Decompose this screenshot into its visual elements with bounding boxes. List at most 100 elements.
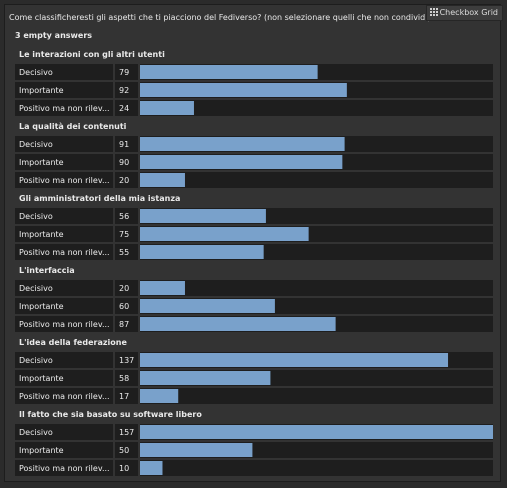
row-value: 56 [119, 212, 129, 221]
row-label: Importante [19, 302, 64, 311]
bar [140, 389, 179, 403]
row-label-cell [15, 460, 113, 476]
row-label-cell [15, 370, 113, 386]
bar [140, 281, 185, 295]
bar-track [140, 172, 493, 188]
row-value: 24 [119, 104, 129, 113]
bar [140, 461, 163, 475]
bar [140, 371, 271, 385]
bar [140, 137, 345, 151]
group-title: L'interfaccia [19, 266, 75, 275]
bar [140, 83, 347, 97]
row-label-cell [15, 244, 113, 260]
row-value: 75 [119, 230, 129, 239]
row-label-cell [15, 136, 113, 152]
row-label: Importante [19, 446, 64, 455]
row-value: 58 [119, 374, 129, 383]
row-label-cell [15, 82, 113, 98]
row-value: 87 [119, 320, 129, 329]
bar [140, 173, 185, 187]
row-value-cell [115, 442, 138, 458]
row-label-cell [15, 388, 113, 404]
row-value-cell [115, 280, 138, 296]
bar-track [140, 460, 493, 476]
row-value-cell [115, 100, 138, 116]
row-value-cell [115, 424, 138, 440]
row-value-cell [115, 352, 138, 368]
row-value: 17 [119, 392, 129, 401]
group-title: Il fatto che sia basato su software libe… [19, 410, 202, 419]
row-label: Positivo ma non rilev... [19, 464, 110, 473]
row-value-cell [115, 226, 138, 242]
row-label-cell [15, 154, 113, 170]
row-value-cell [115, 154, 138, 170]
row-value: 90 [119, 158, 129, 167]
bar-track [140, 388, 493, 404]
row-label: Positivo ma non rilev... [19, 176, 110, 185]
row-label: Importante [19, 230, 64, 239]
row-value: 79 [119, 68, 129, 77]
bar [140, 155, 343, 169]
empty-answers-note: 3 empty answers [15, 31, 93, 40]
row-value: 20 [119, 176, 129, 185]
row-value: 20 [119, 284, 129, 293]
bar [140, 101, 194, 115]
checkbox-grid-badge: Checkbox Grid [425, 5, 503, 21]
bar [140, 227, 309, 241]
bar [140, 443, 253, 457]
row-label: Positivo ma non rilev... [19, 392, 110, 401]
row-value: 55 [119, 248, 129, 257]
row-label-cell [15, 100, 113, 116]
row-label-cell [15, 226, 113, 242]
row-label: Positivo ma non rilev... [19, 248, 110, 257]
row-label-cell [15, 352, 113, 368]
row-label: Decisivo [19, 68, 53, 77]
bar [140, 317, 336, 331]
row-label-cell [15, 208, 113, 224]
bar-track [140, 280, 493, 296]
row-value: 10 [119, 464, 129, 473]
row-label-cell [15, 424, 113, 440]
bar [140, 65, 318, 79]
bar [140, 353, 449, 367]
row-value: 60 [119, 302, 129, 311]
row-value-cell [115, 316, 138, 332]
row-label-cell [15, 280, 113, 296]
row-value: 92 [119, 86, 129, 95]
row-value-cell [115, 82, 138, 98]
row-label: Importante [19, 158, 64, 167]
row-label-cell [15, 172, 113, 188]
row-label: Decisivo [19, 428, 53, 437]
group-title: Le interazioni con gli altri utenti [19, 50, 165, 59]
row-label: Decisivo [19, 212, 53, 221]
row-value-cell [115, 298, 138, 314]
row-value-cell [115, 388, 138, 404]
row-value: 137 [119, 356, 134, 365]
row-label-cell [15, 316, 113, 332]
bar [140, 209, 266, 223]
group-title: La qualità dei contenuti [19, 122, 127, 131]
row-label: Decisivo [19, 356, 53, 365]
badge-label: Checkbox Grid [439, 8, 498, 17]
group-title: Gli amministratori della mia istanza [19, 194, 180, 203]
question-title: Come classificheresti gli aspetti che ti… [9, 13, 431, 22]
bar [140, 299, 275, 313]
row-value-cell [115, 370, 138, 386]
row-value-cell [115, 244, 138, 260]
row-label: Positivo ma non rilev... [19, 104, 110, 113]
row-label-cell [15, 298, 113, 314]
row-label: Decisivo [19, 140, 53, 149]
row-label-cell [15, 64, 113, 80]
row-value-cell [115, 208, 138, 224]
row-value: 50 [119, 446, 129, 455]
row-value-cell [115, 136, 138, 152]
bar [140, 425, 493, 439]
grid-icon [429, 8, 438, 16]
bar-track [140, 100, 493, 116]
row-label: Importante [19, 374, 64, 383]
row-label-cell [15, 442, 113, 458]
row-label: Positivo ma non rilev... [19, 320, 110, 329]
row-value: 157 [119, 428, 134, 437]
row-value-cell [115, 172, 138, 188]
